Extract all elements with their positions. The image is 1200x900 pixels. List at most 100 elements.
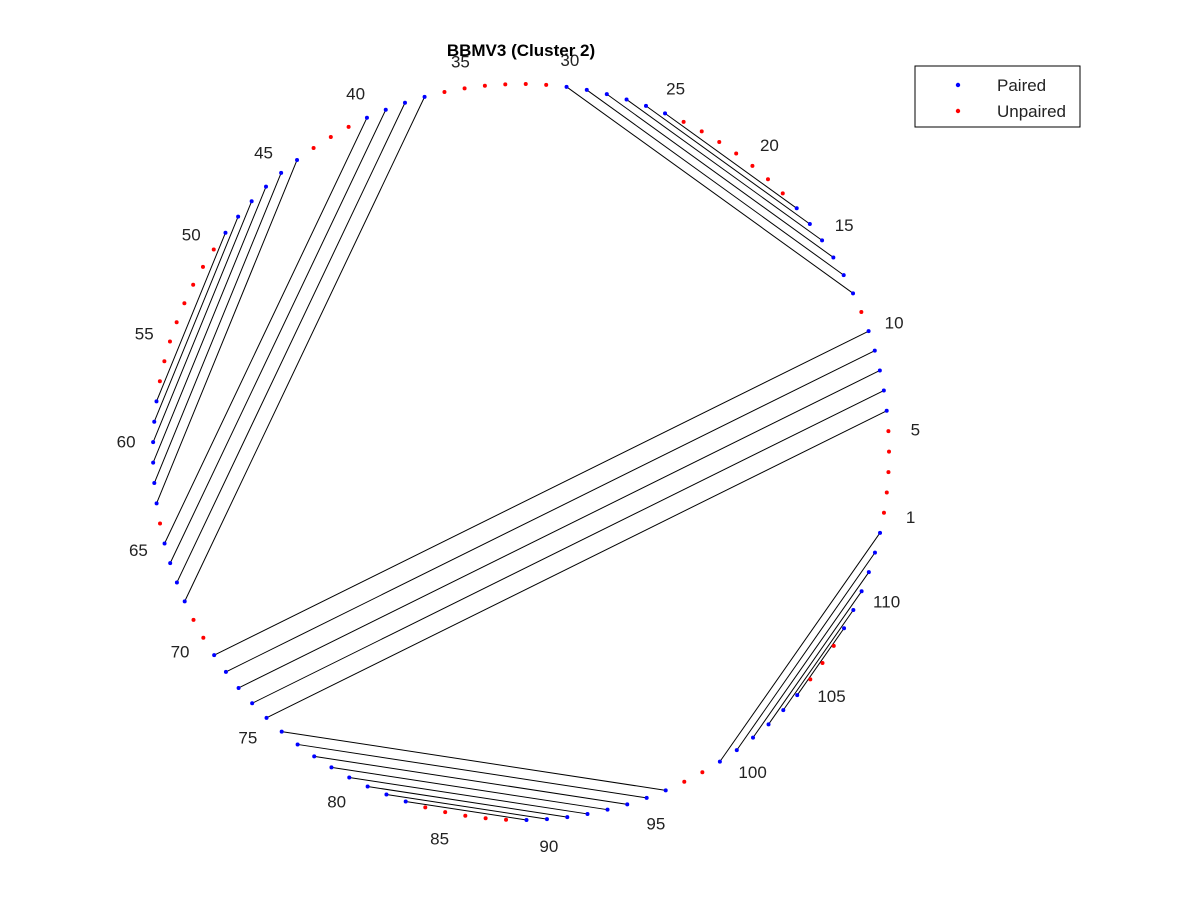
paired-point-37 xyxy=(422,94,427,99)
pair-line-15-27 xyxy=(626,99,823,241)
unpaired-point-53 xyxy=(182,301,187,306)
unpaired-point-35 xyxy=(462,86,467,91)
unpaired-point-2 xyxy=(884,490,889,495)
unpaired-point-31 xyxy=(544,82,549,87)
tick-label-35: 35 xyxy=(451,53,470,72)
paired-point-108 xyxy=(842,626,847,631)
paired-point-27 xyxy=(624,97,629,102)
tick-label-90: 90 xyxy=(539,837,558,856)
pair-line-44-63 xyxy=(156,159,298,504)
tick-label-95: 95 xyxy=(646,814,665,833)
unpaired-point-51 xyxy=(200,264,205,269)
unpaired-point-24 xyxy=(681,119,686,124)
paired-point-92 xyxy=(585,811,590,816)
unpaired-point-55 xyxy=(167,339,172,344)
pair-line-81-91 xyxy=(367,786,568,818)
unpaired-point-86 xyxy=(463,813,468,818)
paired-point-38 xyxy=(402,100,407,105)
unpaired-point-43 xyxy=(311,146,316,151)
unpaired-point-36 xyxy=(442,90,447,95)
pair-line-12-30 xyxy=(566,86,854,294)
pair-line-46-61 xyxy=(152,186,267,463)
paired-point-109 xyxy=(851,608,856,613)
paired-point-75 xyxy=(264,715,269,720)
unpaired-point-18 xyxy=(780,191,785,196)
unpaired-point-21 xyxy=(734,151,739,156)
unpaired-point-32 xyxy=(523,82,528,87)
unpaired-point-85 xyxy=(443,810,448,815)
pair-lines xyxy=(152,86,887,821)
paired-point-76 xyxy=(279,729,284,734)
unpaired-point-4 xyxy=(886,449,891,454)
paired-point-46 xyxy=(264,184,269,189)
pair-line-16-26 xyxy=(645,105,811,225)
pair-line-9-72 xyxy=(225,350,875,673)
pair-line-8-73 xyxy=(238,370,881,689)
unpaired-point-20 xyxy=(750,163,755,168)
tick-label-40: 40 xyxy=(346,84,365,103)
pair-line-77-95 xyxy=(297,743,647,799)
paired-point-29 xyxy=(584,87,589,92)
unpaired-point-5 xyxy=(886,429,891,434)
tick-label-15: 15 xyxy=(835,216,854,235)
paired-point-28 xyxy=(604,92,609,97)
paired-point-99 xyxy=(717,759,722,764)
paired-point-100 xyxy=(734,748,739,753)
paired-point-112 xyxy=(872,550,877,555)
paired-point-78 xyxy=(312,754,317,759)
pair-line-83-89 xyxy=(405,800,527,821)
pair-line-37-68 xyxy=(184,96,426,602)
pair-line-104-108 xyxy=(796,627,845,696)
paired-point-49 xyxy=(223,230,228,235)
paired-point-61 xyxy=(151,460,156,465)
paired-point-90 xyxy=(544,817,549,822)
pair-line-14-28 xyxy=(606,93,834,258)
paired-point-26 xyxy=(643,103,648,108)
pair-line-45-62 xyxy=(153,172,282,484)
legend-label-paired: Paired xyxy=(997,76,1046,95)
paired-point-10 xyxy=(866,329,871,334)
paired-point-9 xyxy=(872,348,877,353)
paired-point-83 xyxy=(403,799,408,804)
pair-line-49-58 xyxy=(156,232,226,402)
paired-point-82 xyxy=(384,792,389,797)
paired-point-60 xyxy=(151,440,156,445)
paired-point-63 xyxy=(154,501,159,506)
unpaired-point-54 xyxy=(174,320,179,325)
tick-label-45: 45 xyxy=(254,143,273,162)
paired-point-96 xyxy=(663,788,668,793)
paired-point-79 xyxy=(329,765,334,770)
pair-line-76-96 xyxy=(281,731,666,791)
unpaired-point-11 xyxy=(859,310,864,315)
paired-point-59 xyxy=(152,419,157,424)
paired-point-8 xyxy=(877,368,882,373)
tick-label-75: 75 xyxy=(238,728,257,747)
paired-point-30 xyxy=(564,84,569,89)
paired-point-81 xyxy=(365,784,370,789)
unpaired-point-105 xyxy=(808,677,813,682)
paired-point-102 xyxy=(766,722,771,727)
paired-point-17 xyxy=(794,206,799,211)
pair-line-102-110 xyxy=(768,591,863,725)
paired-point-62 xyxy=(152,481,157,486)
tick-label-30: 30 xyxy=(560,51,579,70)
paired-point-71 xyxy=(212,653,217,658)
unpaired-point-33 xyxy=(503,82,508,87)
paired-point-66 xyxy=(168,561,173,566)
paired-point-13 xyxy=(841,273,846,278)
unpaired-point-1 xyxy=(881,510,886,515)
unpaired-point-42 xyxy=(328,134,333,139)
pair-line-38-67 xyxy=(176,102,406,583)
paired-point-94 xyxy=(625,802,630,807)
pair-line-79-93 xyxy=(331,766,608,811)
paired-point-110 xyxy=(859,589,864,594)
tick-label-105: 105 xyxy=(817,687,845,706)
paired-point-14 xyxy=(831,255,836,260)
pair-line-47-60 xyxy=(152,201,253,443)
chart-title: BBMV3 (Cluster 2) xyxy=(447,41,595,60)
unpaired-point-50 xyxy=(211,247,216,252)
unpaired-point-3 xyxy=(886,470,891,475)
unpaired-point-57 xyxy=(157,379,162,384)
unpaired-point-64 xyxy=(158,521,163,526)
paired-point-45 xyxy=(279,170,284,175)
